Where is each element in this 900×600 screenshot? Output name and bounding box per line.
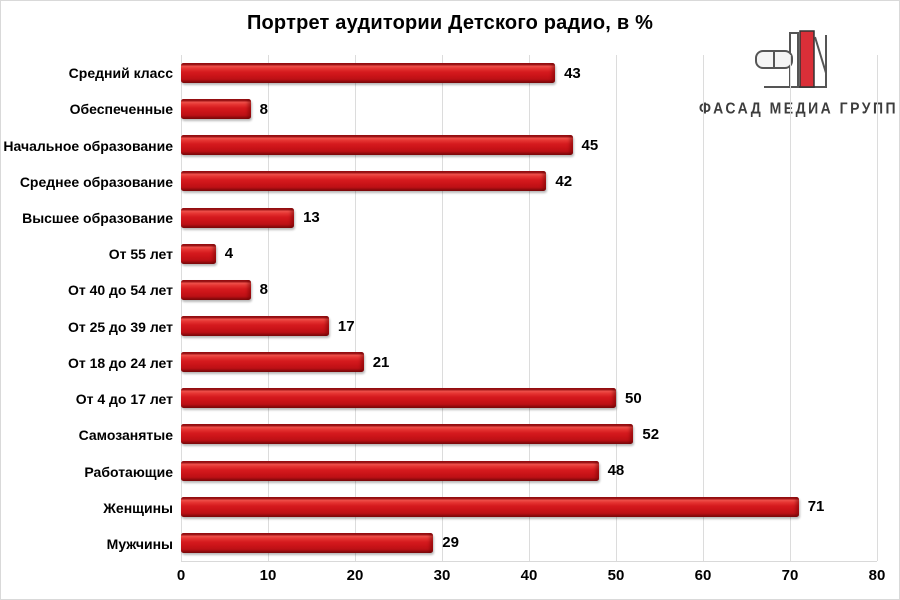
bar-row: 52: [181, 416, 877, 452]
bar-row: 8: [181, 272, 877, 308]
bar-row: 50: [181, 380, 877, 416]
bar-value-label: 4: [224, 245, 234, 263]
category-label: От 40 до 54 лет: [67, 282, 173, 299]
x-axis: 0 10 20 30 40 50 60 70 80: [177, 567, 886, 591]
category-label: От 25 до 39 лет: [67, 318, 173, 335]
category-label: Самозанятые: [78, 427, 173, 444]
category-label: Мужчины: [106, 535, 173, 552]
bar-value-label: 29: [442, 534, 459, 552]
category-label: Среднее образование: [19, 173, 173, 190]
bar-value-label: 45: [581, 136, 599, 154]
gridline-60: [703, 55, 704, 561]
gridline-50: [616, 55, 617, 561]
category-label: Начальное образование: [3, 137, 173, 154]
bar-row: 8: [181, 91, 877, 127]
bar: [181, 424, 634, 445]
x-tick-label-70: 70: [781, 567, 799, 584]
gridline-20: [355, 55, 356, 561]
bar-row: 42: [181, 163, 877, 199]
bar-value-label: 17: [337, 317, 355, 335]
category-label: Работающие: [84, 463, 173, 480]
bar-row: 21: [181, 344, 877, 380]
bar-row: 4: [181, 236, 877, 272]
gridline-0: [181, 55, 182, 561]
bar-row: 43: [181, 55, 877, 91]
x-tick-label-40: 40: [520, 567, 538, 584]
gridline-10: [268, 55, 269, 561]
gridline-70: [790, 55, 791, 561]
bar-row: 45: [181, 127, 877, 163]
category-label: Обеспеченные: [69, 101, 173, 118]
bar-value-label: 71: [807, 498, 825, 516]
fasad-media-grupp-logo-icon: [699, 29, 891, 93]
bar-value-label: 13: [303, 209, 320, 227]
logo-text: ФАСАД МЕДИА ГРУПП: [699, 99, 899, 117]
bar: [181, 135, 573, 156]
x-tick-label-0: 0: [176, 567, 186, 584]
x-tick-label-50: 50: [607, 567, 625, 584]
bar: [181, 207, 295, 228]
bar: [181, 532, 434, 553]
category-label: Средний класс: [68, 65, 173, 82]
category-labels: Средний класс Обеспеченные Начальное образ…: [3, 55, 173, 562]
bar-value-label: 42: [555, 172, 573, 190]
bar-row: 48: [181, 453, 877, 489]
bar-value-label: 8: [259, 100, 268, 118]
gridline-30: [442, 55, 443, 561]
bar: [181, 460, 599, 481]
bar-row: 29: [181, 525, 877, 561]
bar-rows: 43 8 45 42 13 4 8 17 21 50 52 48 71 29: [181, 55, 877, 561]
x-tick-label-30: 30: [433, 567, 451, 584]
bar: [181, 279, 251, 300]
bar-value-label: 48: [607, 462, 625, 480]
bar: [181, 243, 216, 264]
x-tick-label-20: 20: [346, 567, 364, 584]
bar: [181, 63, 556, 84]
x-tick-label-10: 10: [259, 567, 277, 584]
category-label: Высшее образование: [22, 209, 173, 226]
category-label: От 4 до 17 лет: [75, 391, 173, 408]
x-tick-label-80: 80: [868, 567, 886, 584]
plot-area: 43 8 45 42 13 4 8 17 21 50 52 48 71 29: [181, 55, 878, 562]
bar-row: 13: [181, 200, 877, 236]
bar-value-label: 43: [564, 64, 581, 82]
gridline-80: [877, 55, 878, 561]
category-label: От 18 до 24 лет: [67, 354, 173, 371]
bar-value-label: 50: [625, 389, 642, 407]
bar: [181, 496, 799, 517]
gridline-40: [529, 55, 530, 561]
logo: ФАСАД МЕДИА ГРУПП: [699, 29, 899, 117]
bar-value-label: 8: [259, 281, 268, 299]
bar: [181, 352, 364, 373]
bar-row: 17: [181, 308, 877, 344]
bar: [181, 99, 251, 120]
category-label: От 55 лет: [108, 246, 173, 263]
x-tick-label-60: 60: [694, 567, 712, 584]
bar-value-label: 52: [642, 425, 660, 443]
bar-row: 71: [181, 489, 877, 525]
bar: [181, 171, 547, 192]
category-label: Женщины: [103, 499, 173, 516]
bar-value-label: 21: [372, 353, 390, 371]
chart-title: Портрет аудитории Детского радио, в %: [246, 12, 654, 34]
bar: [181, 316, 329, 337]
bar: [181, 388, 616, 409]
